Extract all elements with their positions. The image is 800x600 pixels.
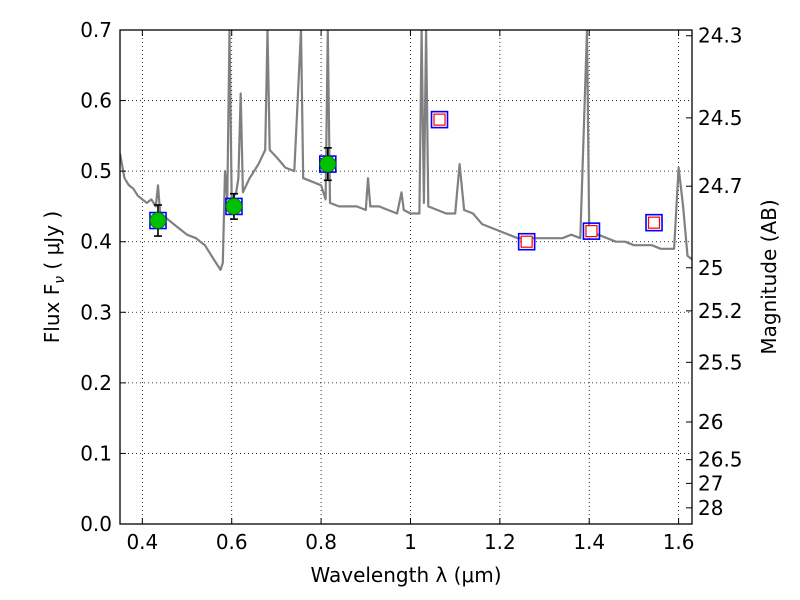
y2-tick-label: 28: [698, 496, 723, 520]
y2-tick-label: 26.5: [698, 448, 743, 472]
model-photometry-box: [517, 232, 536, 251]
y-tick-label: 0.0: [80, 512, 112, 536]
y2-tick-label: 25.5: [698, 350, 743, 374]
y-tick-label: 0.5: [80, 159, 112, 183]
y2-tick-label: 27: [698, 471, 723, 495]
y2-tick-label: 24.7: [698, 174, 743, 198]
model-photometry-box: [645, 213, 663, 232]
x-tick-label: 1.6: [663, 530, 695, 554]
x-axis-label: Wavelength λ (μm): [310, 563, 501, 587]
observed-point: [225, 198, 243, 215]
upper-limit-marker: [520, 235, 533, 248]
model-spectrum-line: [120, 30, 692, 271]
x-tick-label: 1.2: [484, 530, 516, 554]
y-axis-label: Flux Fν ( μJy ): [40, 211, 68, 343]
upper-limit-marker: [647, 216, 661, 229]
plot-area: [120, 30, 692, 271]
observed-point: [319, 155, 337, 173]
y-axis-label-unit: ( μJy ): [40, 211, 64, 276]
model-photometry-box: [582, 222, 601, 240]
y2-tick-label: 25: [698, 256, 723, 280]
y-tick-label: 0.1: [80, 441, 112, 465]
y2-tick-label: 26: [698, 410, 723, 434]
observed-point: [149, 212, 167, 229]
y-tick-label: 0.7: [80, 18, 112, 42]
x-tick-label: 0.8: [305, 530, 337, 554]
x-tick-label: 1.4: [573, 530, 605, 554]
y-axis-label-main: Flux F: [40, 284, 64, 343]
grid: [120, 29, 692, 525]
y2-axis-label: Magnitude (AB): [757, 199, 781, 354]
y2-tick-label: 24.5: [698, 106, 743, 130]
x-tick-label: 0.6: [216, 530, 248, 554]
plot-frame: [119, 29, 693, 525]
y-tick-label: 0.4: [80, 230, 112, 254]
y2-tick-label: 24.3: [698, 24, 743, 48]
y-tick-label: 0.2: [80, 371, 112, 395]
model-photometry-box: [430, 110, 449, 129]
y-tick-label: 0.3: [80, 300, 112, 324]
y2-tick-label: 25.2: [698, 299, 743, 323]
x-tick-label: 1: [404, 530, 417, 554]
y-axis-label-subscript: ν: [52, 276, 68, 284]
y-tick-label: 0.6: [80, 89, 112, 113]
axes: 0.4 0.6 0.8 1 1.2 1.4 1.6 0.0 0.1 0.2 0.3 0.4 0.5 0.6…: [80, 18, 742, 554]
x-tick-label: 0.4: [126, 530, 158, 554]
upper-limit-marker: [585, 225, 598, 238]
upper-limit-marker: [433, 113, 446, 126]
